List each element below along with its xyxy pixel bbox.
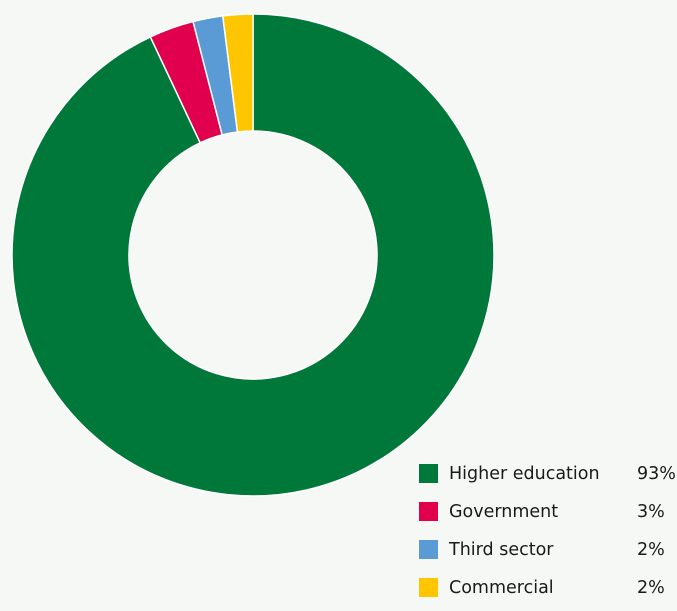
legend-item-commercial: Commercial 2% [419, 573, 677, 602]
legend-swatch-commercial [419, 578, 438, 597]
legend-label-commercial: Commercial [449, 577, 554, 598]
slice-commercial [221, 13, 254, 133]
legend-value-government: 3% [637, 501, 665, 522]
legend-value-higher-education: 93% [637, 463, 676, 484]
legend-swatch-government [419, 502, 438, 521]
legend-value-third-sector: 2% [637, 539, 665, 560]
slice-higher-education [11, 13, 495, 497]
legend-item-government: Government 3% [419, 497, 677, 526]
legend-value-commercial: 2% [637, 577, 665, 598]
legend-swatch-higher-education [419, 464, 438, 483]
legend-swatch-third-sector [419, 540, 438, 559]
legend-label-government: Government [449, 501, 559, 522]
donut-slices [11, 13, 495, 497]
legend-label-third-sector: Third sector [449, 539, 554, 560]
legend-item-higher-education: Higher education 93% [419, 459, 677, 488]
legend-item-third-sector: Third sector 2% [419, 535, 677, 564]
chart-legend: Higher education 93% Government 3% Third… [419, 459, 677, 611]
legend-label-higher-education: Higher education [449, 463, 600, 484]
